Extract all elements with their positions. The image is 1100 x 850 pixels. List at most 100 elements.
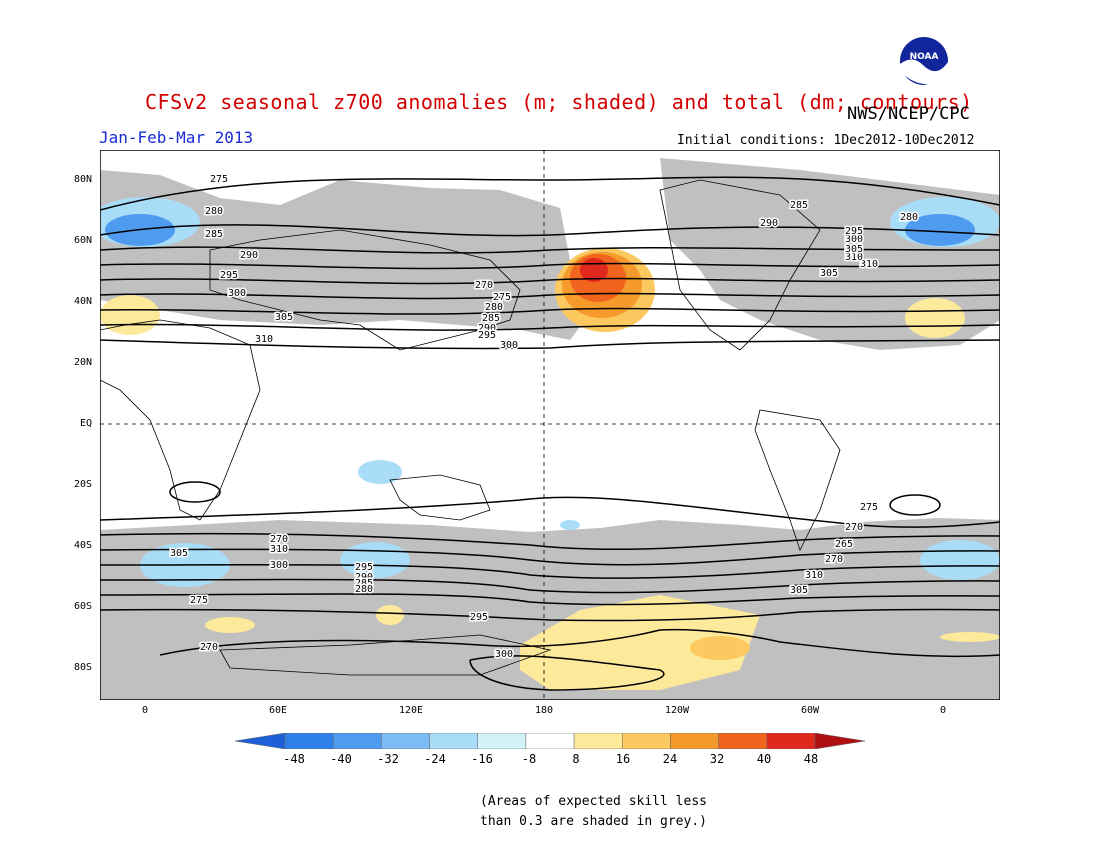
skill-footnote: (Areas of expected skill less than 0.3 a…: [480, 792, 707, 832]
colorbar-cell: [573, 733, 623, 749]
contour-label: 310: [845, 252, 863, 263]
colorbar: [235, 733, 865, 749]
colorbar-cells: [235, 733, 865, 749]
contour-label: 310: [860, 259, 878, 270]
contour-label: 280: [900, 212, 918, 223]
lat-label: EQ: [79, 418, 92, 429]
map-title: CFSv2 seasonal z700 anomalies (m; shaded…: [145, 90, 973, 114]
colorbar-cell: [814, 733, 865, 749]
colorbar-tick: -8: [521, 752, 537, 766]
lon-label: 180: [534, 705, 554, 716]
contour-label: 290: [240, 250, 258, 261]
lat-label: 20S: [73, 479, 92, 490]
colorbar-cell: [718, 733, 768, 749]
contour-labels: 2752802852902953003053102702752802852902…: [169, 173, 920, 662]
contour-label: 280: [485, 302, 503, 313]
lat-label: 40N: [73, 296, 92, 307]
colorbar-cell: [477, 733, 527, 749]
contour-label: 275: [190, 595, 208, 606]
colorbar-tick: -16: [471, 752, 493, 766]
lon-label: 60E: [268, 705, 288, 716]
contour-label: 285: [790, 200, 808, 211]
colorbar-cell: [766, 733, 816, 749]
initial-conditions: Initial conditions: 1Dec2012-10Dec2012: [677, 133, 975, 148]
lon-label: 0: [939, 705, 947, 716]
contour-label: 275: [860, 502, 878, 513]
contour-label: 275: [210, 174, 228, 185]
colorbar-tick: -24: [424, 752, 446, 766]
coastlines: [100, 179, 841, 676]
lon-label: 60W: [800, 705, 820, 716]
agency-label: NWS/NCEP/CPC: [847, 104, 970, 124]
contour-label: 270: [475, 280, 493, 291]
colorbar-tick: 16: [615, 752, 631, 766]
contour-label: 290: [478, 323, 496, 334]
contour-label: 270: [845, 522, 863, 533]
contour-label: 300: [845, 234, 863, 245]
contour-label: 270: [825, 554, 843, 565]
colorbar-cell: [525, 733, 575, 749]
lat-label: 80N: [73, 174, 92, 185]
lat-label: 20N: [73, 357, 92, 368]
colorbar-cell: [670, 733, 719, 749]
colorbar-cell: [284, 733, 334, 749]
contour-label: 310: [270, 544, 288, 555]
grid-lines: [100, 150, 1000, 700]
contour-label: 265: [835, 539, 853, 550]
colorbar-cell: [381, 733, 430, 749]
contour-label: 295: [355, 562, 373, 573]
lat-label: 40S: [73, 540, 92, 551]
contour-label: 270: [270, 534, 288, 545]
colorbar-tick: 48: [803, 752, 819, 766]
contour-lines: [100, 176, 1000, 691]
contour-label: 280: [205, 206, 223, 217]
contour-label: 295: [470, 612, 488, 623]
contour-label: 310: [255, 334, 273, 345]
contour-label: 300: [228, 288, 246, 299]
contour-label: 270: [200, 642, 218, 653]
contour-label: 280: [355, 584, 373, 595]
colorbar-cell: [622, 733, 671, 749]
anomaly-shading: [100, 197, 1000, 690]
footnote-line: than 0.3 are shaded in grey.): [480, 814, 707, 829]
contour-label: 295: [220, 270, 238, 281]
contour-label: 300: [500, 340, 518, 351]
contour-label: 305: [275, 312, 293, 323]
contour-label: 285: [482, 313, 500, 324]
lat-label: 60N: [73, 235, 92, 246]
lon-label: 120E: [398, 705, 424, 716]
colorbar-tick: 24: [662, 752, 678, 766]
colorbar-cell: [235, 733, 286, 749]
contour-label: 305: [790, 585, 808, 596]
contour-label: 285: [355, 578, 373, 589]
footnote-line: (Areas of expected skill less: [480, 794, 707, 809]
contour-label: 295: [845, 226, 863, 237]
lon-label: 120W: [664, 705, 690, 716]
contour-label: 290: [355, 572, 373, 583]
contour-label: 295: [478, 330, 496, 341]
map-plot: 2752802852902953003053102702752802852902…: [100, 150, 1000, 700]
colorbar-cell: [429, 733, 478, 749]
colorbar-cell: [332, 733, 382, 749]
logo-text: NOAA: [910, 52, 939, 62]
contour-label: 305: [170, 548, 188, 559]
contour-label: 300: [495, 649, 513, 660]
noaa-logo-icon: NOAA: [900, 37, 948, 85]
contour-label: 300: [270, 560, 288, 571]
contour-label: 305: [820, 268, 838, 279]
contour-label: 285: [205, 229, 223, 240]
season-label: Jan-Feb-Mar 2013: [99, 128, 254, 147]
lat-label: 60S: [73, 601, 92, 612]
colorbar-tick: 40: [756, 752, 772, 766]
colorbar-tick: 32: [709, 752, 725, 766]
contour-label: 290: [760, 218, 778, 229]
colorbar-tick: -48: [283, 752, 305, 766]
colorbar-tick: -32: [377, 752, 399, 766]
contour-label: 310: [805, 570, 823, 581]
colorbar-tick: 8: [572, 752, 580, 766]
contour-label: 305: [845, 244, 863, 255]
lon-label: 0: [141, 705, 149, 716]
colorbar-tick: -40: [330, 752, 352, 766]
contour-label: 275: [493, 292, 511, 303]
lat-label: 80S: [73, 662, 92, 673]
